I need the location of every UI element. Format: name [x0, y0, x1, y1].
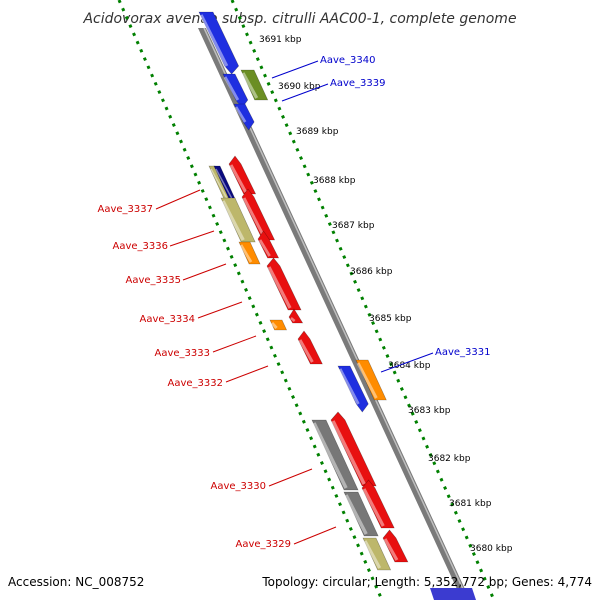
outer-ruler-track [230, 0, 496, 600]
gene-label-aave-3336[interactable]: Aave_3336 [113, 230, 215, 252]
label-leader-line [293, 526, 337, 545]
gene-label-text[interactable]: Aave_3340 [320, 55, 376, 66]
label-leader-line [268, 468, 313, 487]
inner-ruler-track [117, 0, 384, 600]
gene-label-text[interactable]: Aave_3337 [98, 204, 154, 215]
label-leader-line [182, 263, 227, 281]
cds-aave-3333 [269, 319, 288, 331]
label-leader-line [155, 189, 201, 210]
kbp-tick-label: 3680 kbp [470, 544, 513, 554]
cds-aave-3334 [266, 257, 302, 311]
gene-label-aave-3337[interactable]: Aave_3337 [98, 189, 201, 215]
label-leader-line [271, 60, 319, 79]
kbp-tick-label: 3682 kbp [428, 454, 471, 464]
cds-aave-3336 [220, 197, 256, 243]
gene-label-text[interactable]: Aave_3335 [126, 275, 182, 286]
label-leader-line [225, 365, 269, 383]
label-leader-line [281, 83, 329, 102]
kbp-ruler: 3691 kbp 3690 kbp 3689 kbp 3688 kbp 3687 kbp… [259, 35, 513, 554]
genome-summary-text: Topology: circular; Length: 5,352,772 bp… [261, 575, 592, 589]
gene-label-text[interactable]: Aave_3329 [236, 539, 292, 550]
gene-label-aave-3330[interactable]: Aave_3330 [211, 468, 313, 492]
cds-aave-3339 [240, 69, 269, 101]
cds-aave-3338 [233, 103, 255, 131]
kbp-tick-label: 3687 kbp [332, 221, 375, 231]
cds-aave-3330-gray [311, 419, 359, 491]
kbp-tick-label: 3686 kbp [350, 267, 393, 277]
gene-label-text[interactable]: Aave_3334 [140, 314, 196, 325]
cds-aave-3335r [257, 230, 280, 259]
accession-text: Accession: NC_008752 [8, 575, 144, 589]
cds-aave-3341 [198, 11, 240, 75]
gene-label-aave-3333[interactable]: Aave_3333 [155, 335, 257, 359]
label-leader-line [169, 230, 215, 247]
kbp-tick-label: 3683 kbp [408, 406, 451, 416]
cds-aave-3335 [238, 241, 261, 265]
gene-label-aave-3331[interactable]: Aave_3331 [380, 347, 491, 373]
kbp-tick-label: 3688 kbp [313, 176, 356, 186]
cds-aave-3332 [297, 330, 323, 365]
cds-features [198, 11, 476, 600]
kbp-tick-label: 3691 kbp [259, 35, 302, 45]
kbp-tick-label: 3681 kbp [449, 499, 492, 509]
gene-label-aave-3329[interactable]: Aave_3329 [236, 526, 337, 550]
cds-aave-3328r [382, 529, 409, 563]
cds-aave-3331a [337, 365, 369, 413]
gene-label-text[interactable]: Aave_3331 [435, 347, 491, 358]
gene-label-aave-3334[interactable]: Aave_3334 [140, 301, 243, 325]
gene-label-text[interactable]: Aave_3330 [211, 481, 267, 492]
map-title: Acidovorax avenae subsp. citrulli AAC00-… [82, 11, 516, 27]
gene-label-aave-3332[interactable]: Aave_3332 [168, 365, 269, 389]
kbp-tick-label: 3689 kbp [296, 127, 339, 137]
cds-aave-3328 [362, 537, 392, 571]
gene-labels: Aave_3340 Aave_3339 Aave_3331 Aave_3337 Aave… [98, 55, 491, 550]
gene-label-text[interactable]: Aave_3333 [155, 348, 211, 359]
cds-aave-3329-gray [343, 491, 379, 537]
kbp-tick-label: 3684 kbp [388, 361, 431, 371]
label-leader-line [212, 335, 257, 353]
gene-label-aave-3339[interactable]: Aave_3339 [281, 78, 386, 102]
cds-aave-3329 [361, 479, 395, 529]
kbp-tick-label: 3685 kbp [369, 314, 412, 324]
gene-label-aave-3340[interactable]: Aave_3340 [271, 55, 376, 79]
label-leader-line [197, 301, 243, 319]
gene-label-text[interactable]: Aave_3336 [113, 241, 169, 252]
cds-bottom-edge [430, 588, 476, 600]
gene-label-text[interactable]: Aave_3339 [330, 78, 386, 89]
gene-label-aave-3335[interactable]: Aave_3335 [126, 263, 227, 286]
cds-aave-3331 [355, 359, 387, 401]
cds-aave-3333r [288, 308, 304, 324]
cds-aave-3338r [228, 155, 257, 195]
kbp-tick-label: 3690 kbp [278, 82, 321, 92]
label-leader-line [380, 352, 434, 373]
gene-label-text[interactable]: Aave_3332 [168, 378, 224, 389]
